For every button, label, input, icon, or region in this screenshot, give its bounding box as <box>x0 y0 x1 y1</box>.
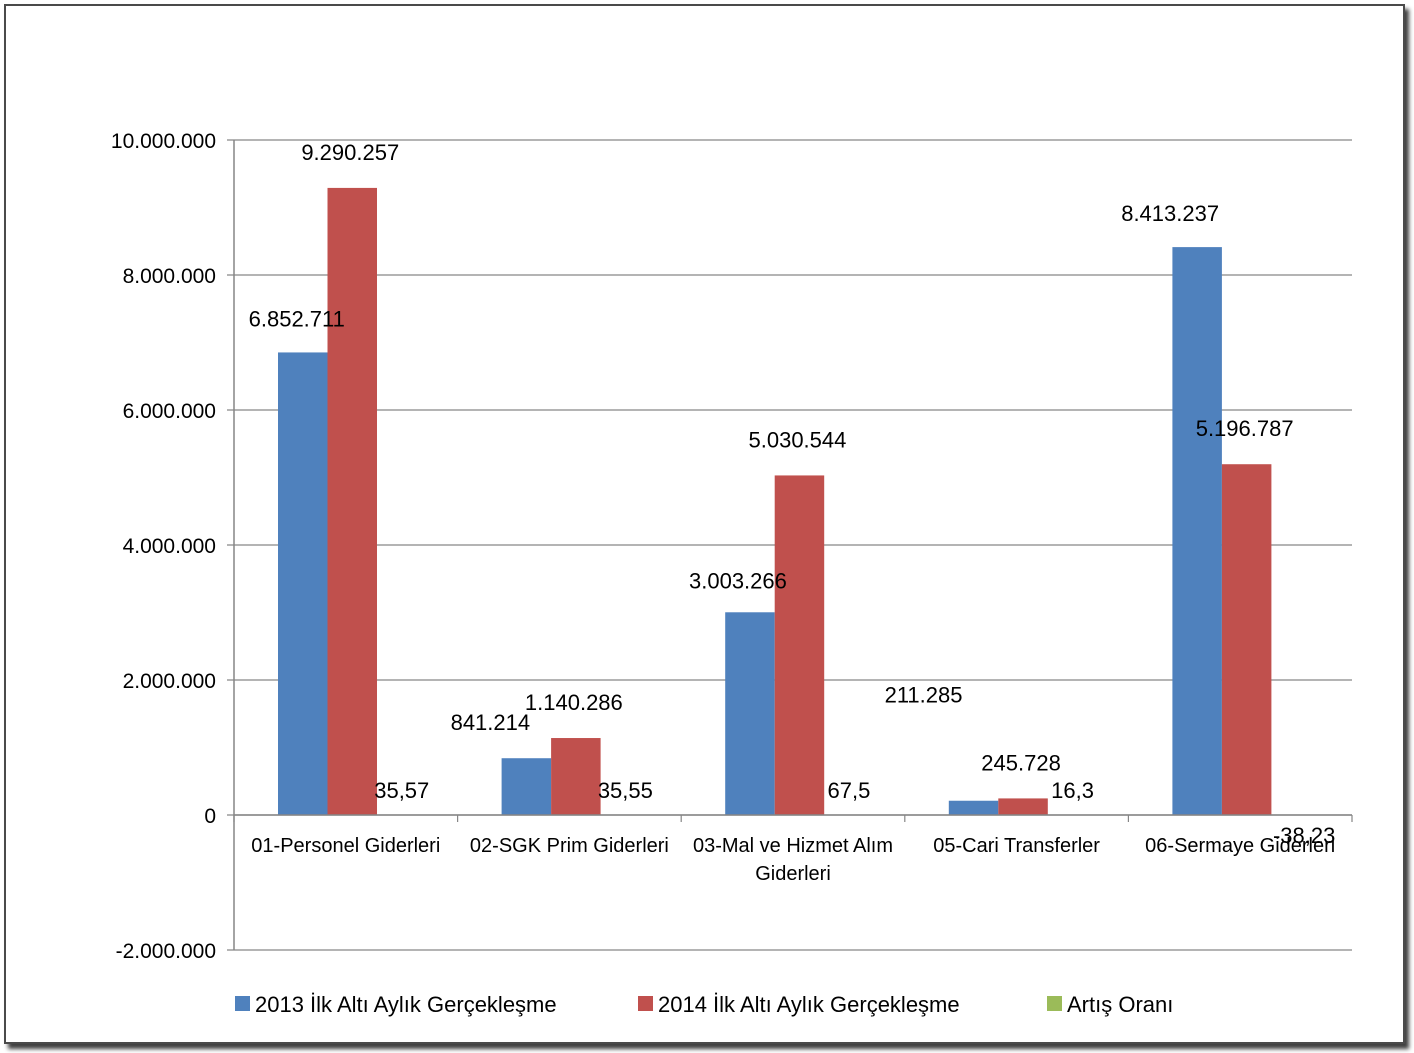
y-tick-label: 2.000.000 <box>123 670 216 693</box>
category-label: 06-Sermaye Giderleri <box>1145 835 1335 857</box>
data-label: 1.140.286 <box>525 690 623 715</box>
category-label: 05-Cari Transferler <box>933 835 1100 857</box>
bar-chart: -2.000.000 0 2.000.000 4.000.000 6.000.000 8.… <box>111 130 1353 1017</box>
legend-swatch <box>1047 996 1062 1011</box>
category-label: 02-SGK Prim Giderleri <box>470 835 669 857</box>
axes <box>233 140 1353 950</box>
category-label: 01-Personel Giderleri <box>251 835 440 857</box>
bar <box>948 800 999 815</box>
data-label: 3.003.266 <box>689 568 787 593</box>
legend-swatch <box>638 996 653 1011</box>
y-tick-label: 0 <box>204 805 216 828</box>
data-label: 35,57 <box>374 778 429 803</box>
data-label: 35,55 <box>598 778 653 803</box>
bar <box>551 738 601 815</box>
bar <box>998 798 1048 815</box>
y-tick-label: 10.000.000 <box>111 130 216 153</box>
data-label: 16,3 <box>1051 778 1094 803</box>
data-label: 9.290.257 <box>301 140 399 165</box>
data-label: 211.285 <box>885 683 963 708</box>
data-labels: 6.852.711 841.214 3.003.266 211.285 8.413.23… <box>249 140 1336 848</box>
legend-label: Artış Oranı <box>1067 992 1173 1017</box>
category-label: 03-Mal ve Hizmet Alım <box>693 835 893 857</box>
x-axis-category-labels: 01-Personel Giderleri 02-SGK Prim Giderle… <box>251 835 1335 885</box>
bar <box>1172 247 1222 815</box>
legend: 2013 İlk Altı Aylık Gerçekleşme 2014 İlk … <box>235 992 1173 1017</box>
bar <box>774 475 825 815</box>
bar <box>501 758 552 815</box>
legend-swatch <box>235 996 250 1011</box>
bar <box>278 352 328 815</box>
legend-label: 2014 İlk Altı Aylık Gerçekleşme <box>658 992 960 1017</box>
chart-frame: -2.000.000 0 2.000.000 4.000.000 6.000.000 8.… <box>4 4 1405 1044</box>
data-label: 5.196.787 <box>1196 416 1294 441</box>
data-label: 8.413.237 <box>1121 201 1219 226</box>
category-label: Giderleri <box>755 863 831 885</box>
y-tick-label: 4.000.000 <box>123 535 216 558</box>
data-label: 841.214 <box>451 710 531 735</box>
data-label: 67,5 <box>828 778 871 803</box>
y-tick-label: -2.000.000 <box>116 940 216 963</box>
bar <box>327 187 377 815</box>
legend-label: 2013 İlk Altı Aylık Gerçekleşme <box>255 992 557 1017</box>
bars <box>278 187 1321 816</box>
y-tick-label: 8.000.000 <box>123 265 216 288</box>
bar <box>1221 464 1272 815</box>
bar <box>725 612 775 815</box>
y-axis-tick-labels: -2.000.000 0 2.000.000 4.000.000 6.000.000 8.… <box>111 130 216 963</box>
data-label: -38,23 <box>1273 823 1335 848</box>
data-label: 5.030.544 <box>749 427 847 452</box>
y-tick-label: 6.000.000 <box>123 400 216 423</box>
data-label: 6.852.711 <box>249 306 345 331</box>
data-label: 245.728 <box>981 750 1061 775</box>
